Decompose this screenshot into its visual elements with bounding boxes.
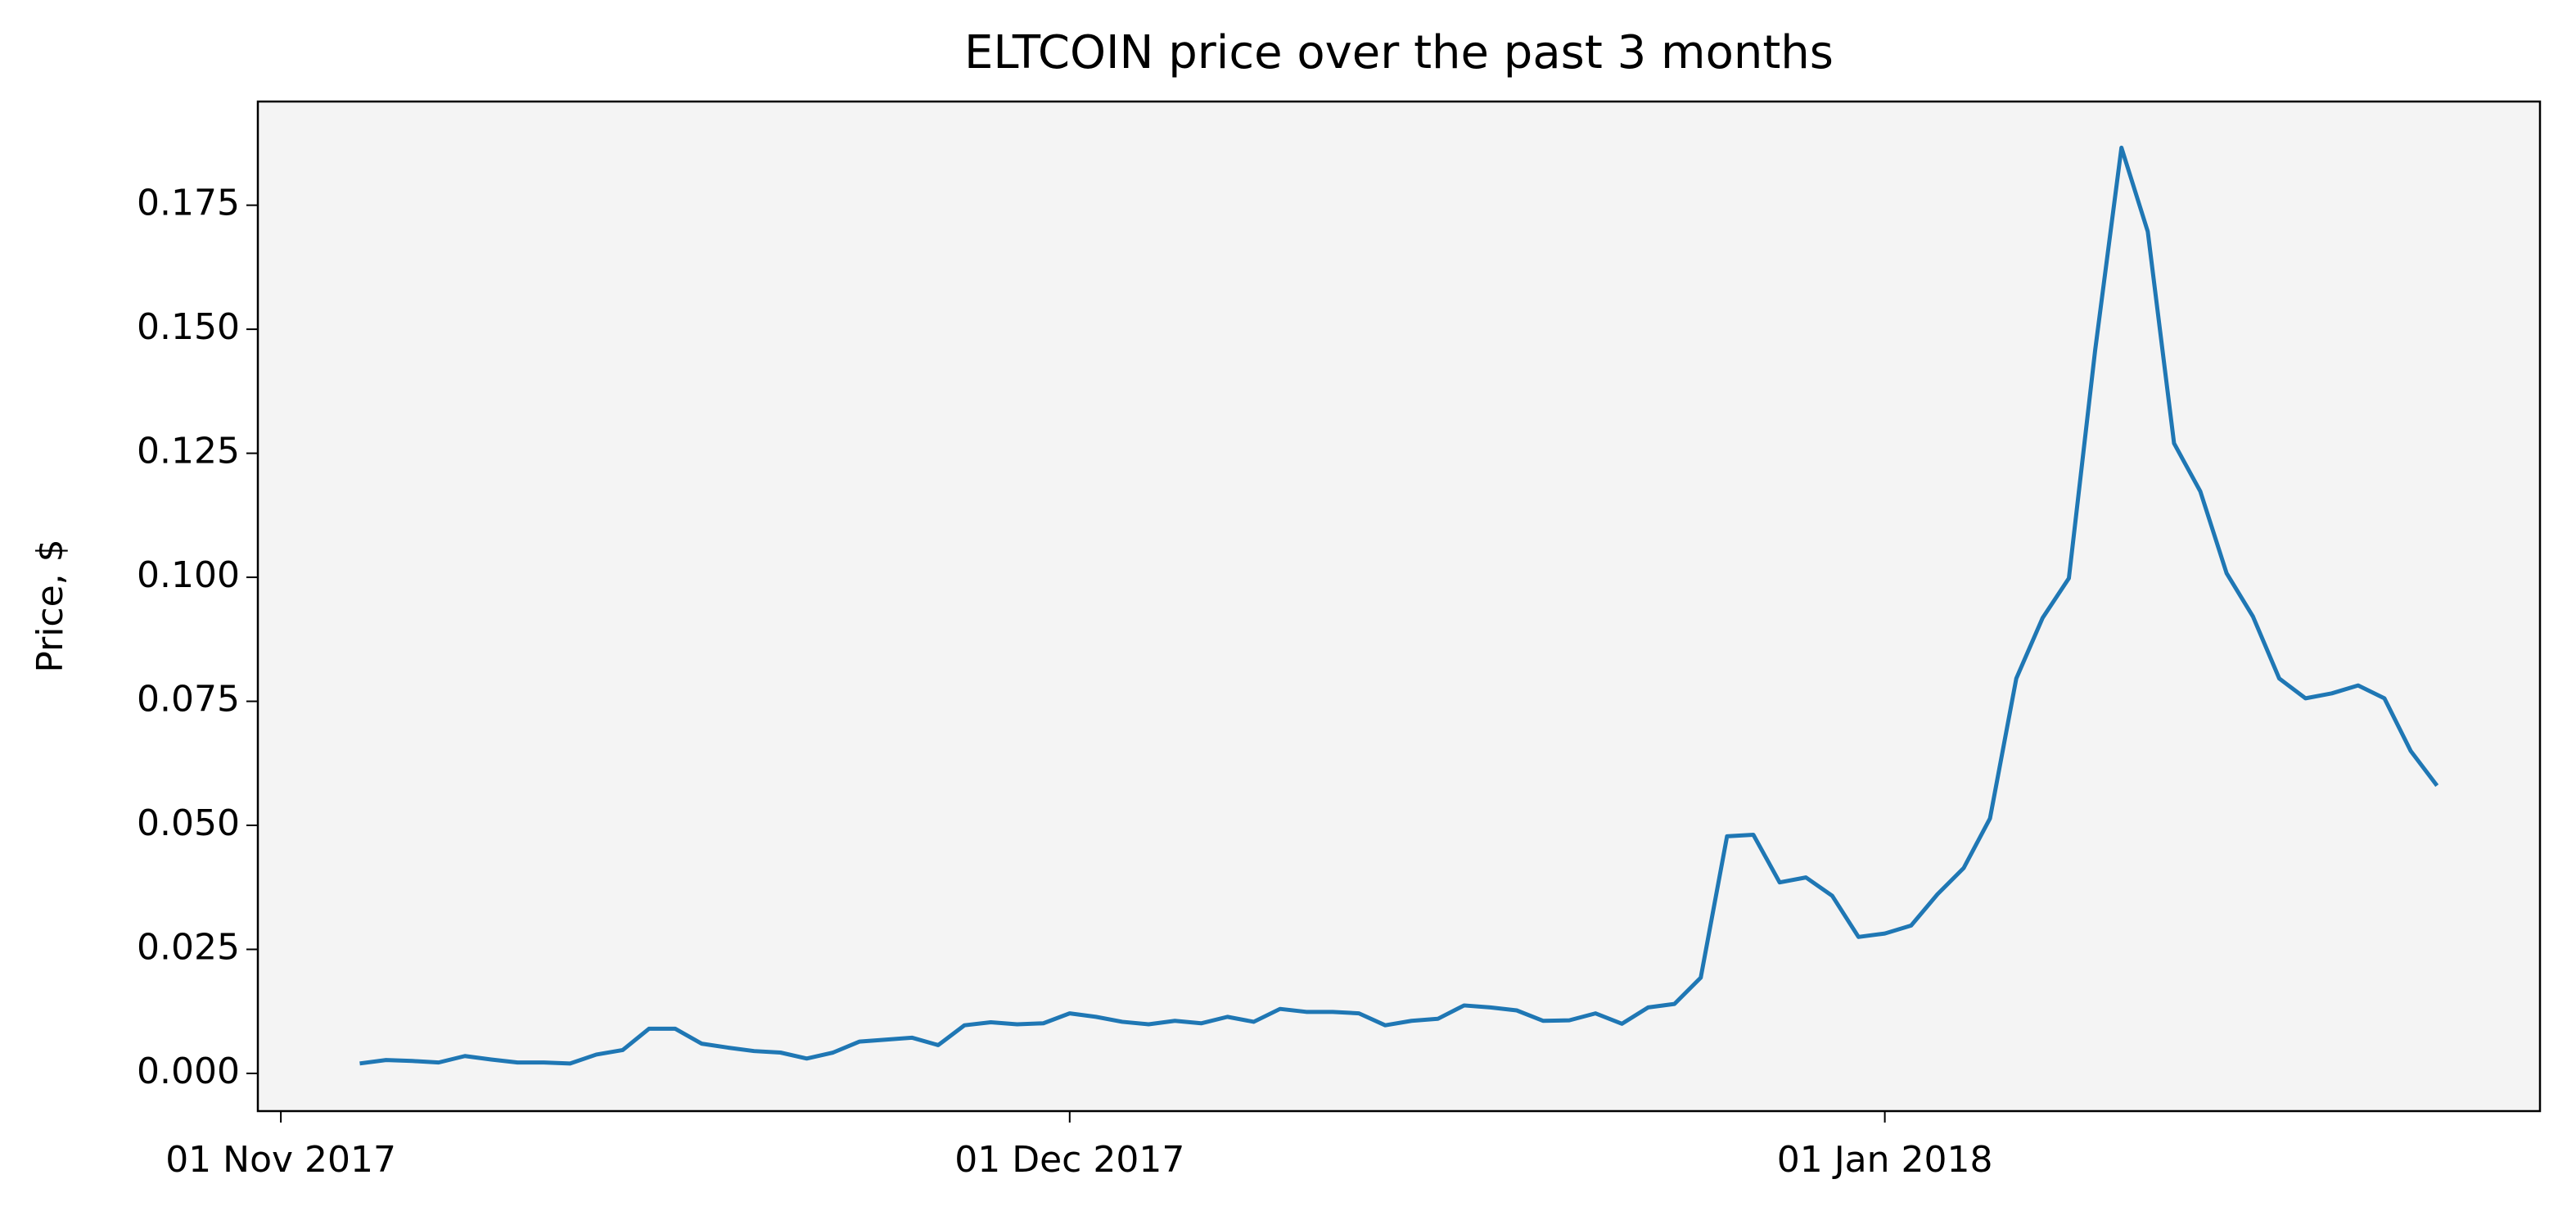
y-tick-label: 0.025 — [137, 926, 240, 968]
y-tick-label: 0.000 — [137, 1051, 240, 1092]
y-tick-label: 0.150 — [137, 306, 240, 348]
x-tick-label: 01 Jan 2018 — [1777, 1139, 1993, 1181]
plot-background — [258, 102, 2540, 1111]
chart-title: ELTCOIN price over the past 3 months — [964, 26, 1834, 79]
y-axis-label: Price, $ — [29, 539, 71, 672]
y-tick-label: 0.050 — [137, 802, 240, 844]
y-tick-label: 0.100 — [137, 554, 240, 596]
x-tick-label: 01 Dec 2017 — [954, 1139, 1184, 1181]
y-tick-label: 0.075 — [137, 679, 240, 721]
x-tick-label: 01 Nov 2017 — [165, 1139, 396, 1181]
y-tick-label: 0.125 — [137, 431, 240, 472]
plot-frame — [256, 100, 2542, 1113]
price-line — [359, 145, 2439, 1066]
y-tick-label: 0.175 — [137, 183, 240, 224]
